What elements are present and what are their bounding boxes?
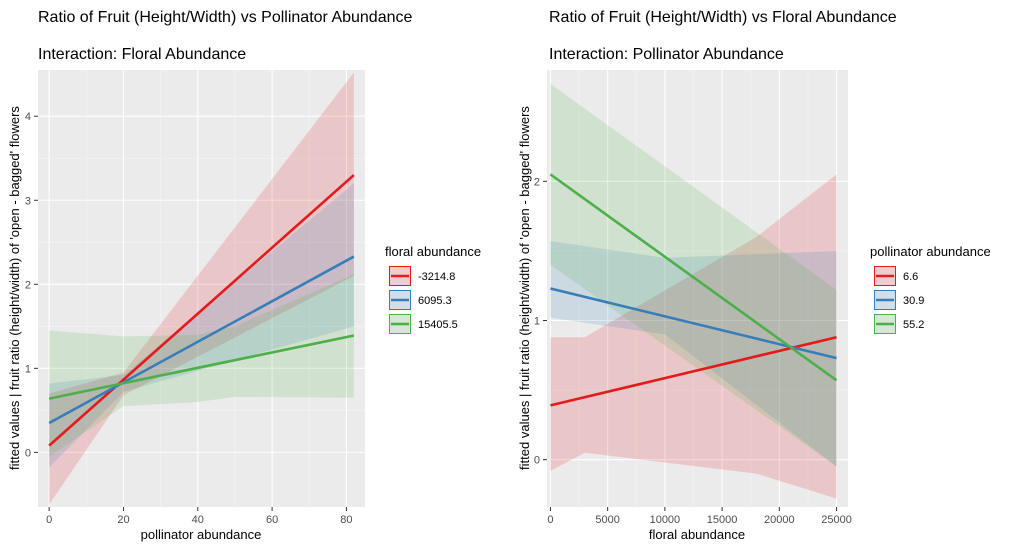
legend-label: 30.9 (903, 295, 924, 307)
chart-left-y-ticks: 0 1 2 3 4 (25, 111, 38, 459)
chart-right-title: Ratio of Fruit (Height/Width) vs Floral … (549, 9, 897, 26)
y-tick-label: 0 (534, 455, 540, 467)
x-tick-label: 0 (547, 514, 553, 526)
confidence-band-55.2 (550, 83, 837, 467)
chart-right-y-axis-label: fitted values | fruit ratio (height/widt… (517, 106, 532, 470)
x-tick-label: 60 (266, 514, 278, 526)
x-tick-label: 80 (340, 514, 352, 526)
chart-left-subtitle: Interaction: Floral Abundance (38, 46, 246, 63)
chart-right-legend-items: 6.6 30.9 55.2 (874, 266, 924, 334)
confidence-band-6095.3 (49, 183, 354, 468)
legend-item--3214.8: -3214.8 (389, 266, 455, 286)
y-tick-label: 1 (534, 316, 540, 328)
chart-left-series-lines (48, 174, 355, 447)
series-line-6.6 (550, 335, 837, 407)
legend-item-6.6: 6.6 (874, 266, 918, 286)
x-tick-label: 20000 (764, 514, 795, 526)
series-line--3214.8 (48, 174, 355, 447)
chart-left-legend-items: -3214.8 6095.3 15405.5 (389, 266, 458, 334)
legend-item-30.9: 30.9 (874, 290, 924, 310)
chart-left-confidence-bands (49, 72, 354, 505)
chart-right-y-ticks: 0 1 2 (534, 176, 547, 467)
x-tick-label: 10000 (650, 514, 681, 526)
chart-left-legend: floral abundance -3214.8 6095.3 15405.5 (385, 244, 481, 334)
series-line-55.2 (549, 173, 838, 382)
confidence-band--3214.8 (49, 72, 354, 505)
x-tick-label: 0 (46, 514, 52, 526)
chart-right-x-axis-label: floral abundance (649, 527, 745, 542)
x-tick-label: 5000 (595, 514, 619, 526)
y-tick-label: 0 (25, 447, 31, 459)
legend-label: 6.6 (903, 271, 918, 283)
legend-item-55.2: 55.2 (874, 314, 924, 334)
y-tick-label: 4 (25, 111, 31, 123)
confidence-band-30.9 (550, 241, 837, 467)
legend-label: -3214.8 (418, 271, 455, 283)
chart-left: Ratio of Fruit (Height/Width) vs Pollina… (7, 9, 481, 542)
legend-label: 6095.3 (418, 295, 452, 307)
x-tick-label: 40 (192, 514, 204, 526)
chart-right-legend: pollinator abundance 6.6 30.9 55.2 (870, 244, 991, 334)
legend-item-15405.5: 15405.5 (389, 314, 458, 334)
chart-right: Ratio of Fruit (Height/Width) vs Floral … (517, 9, 991, 542)
chart-left-x-axis-label: pollinator abundance (141, 527, 262, 542)
x-tick-label: 20 (117, 514, 129, 526)
x-tick-label: 25000 (821, 514, 852, 526)
y-tick-label: 2 (25, 279, 31, 291)
chart-right-confidence-bands (550, 83, 837, 499)
chart-right-x-ticks: 0 5000 10000 15000 20000 25000 (547, 507, 852, 526)
chart-right-gridlines (547, 70, 848, 507)
y-tick-label: 3 (25, 195, 31, 207)
series-line-6095.3 (48, 255, 355, 425)
x-tick-label: 15000 (707, 514, 738, 526)
confidence-band-15405.5 (49, 274, 354, 457)
chart-right-plot-panel (547, 70, 848, 507)
chart-right-legend-title: pollinator abundance (870, 244, 991, 259)
legend-item-6095.3: 6095.3 (389, 290, 452, 310)
y-tick-label: 1 (25, 363, 31, 375)
chart-left-title: Ratio of Fruit (Height/Width) vs Pollina… (38, 9, 413, 26)
legend-label: 15405.5 (418, 319, 458, 331)
legend-label: 55.2 (903, 319, 924, 331)
chart-right-series-lines (549, 173, 838, 407)
y-tick-label: 2 (534, 176, 540, 188)
chart-left-plot-panel (38, 70, 365, 507)
chart-right-subtitle: Interaction: Pollinator Abundance (549, 46, 784, 63)
confidence-band-6.6 (550, 174, 837, 499)
series-line-15405.5 (48, 334, 355, 400)
chart-left-legend-title: floral abundance (385, 244, 481, 259)
chart-left-y-axis-label: fitted values | fruit ratio (height/widt… (7, 106, 22, 470)
chart-left-x-ticks: 0 20 40 60 80 (46, 507, 353, 526)
